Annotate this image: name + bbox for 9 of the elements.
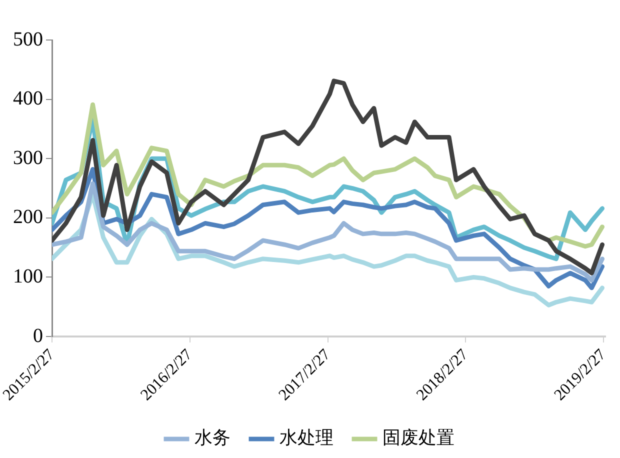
y-tick-label: 500 <box>13 28 43 50</box>
y-tick-label: 100 <box>13 265 43 288</box>
y-tick-label: 300 <box>13 146 43 169</box>
y-tick-label: 200 <box>13 206 43 228</box>
y-tick-label: 400 <box>13 88 43 110</box>
legend-label: 固废处置 <box>382 428 454 448</box>
legend-label: 水务 <box>194 428 230 448</box>
y-tick-label: 0 <box>33 324 43 347</box>
legend-label: 水处理 <box>280 428 334 448</box>
